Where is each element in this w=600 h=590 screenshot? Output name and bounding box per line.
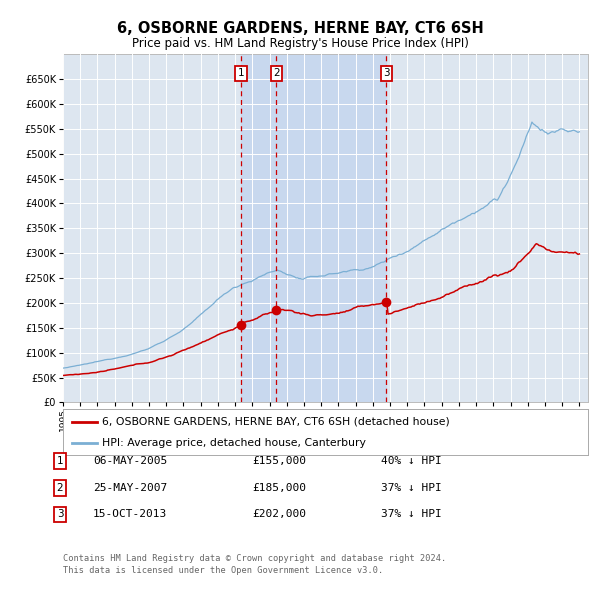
Text: £185,000: £185,000 (252, 483, 306, 493)
Text: Contains HM Land Registry data © Crown copyright and database right 2024.
This d: Contains HM Land Registry data © Crown c… (63, 555, 446, 575)
Text: 06-MAY-2005: 06-MAY-2005 (93, 457, 167, 466)
Text: £155,000: £155,000 (252, 457, 306, 466)
Text: 3: 3 (383, 68, 390, 78)
Text: 1: 1 (56, 457, 64, 466)
Text: 6, OSBORNE GARDENS, HERNE BAY, CT6 6SH (detached house): 6, OSBORNE GARDENS, HERNE BAY, CT6 6SH (… (103, 417, 450, 427)
Text: HPI: Average price, detached house, Canterbury: HPI: Average price, detached house, Cant… (103, 438, 366, 448)
Bar (241, 54, 386, 402)
Text: 37% ↓ HPI: 37% ↓ HPI (381, 483, 442, 493)
Text: 1: 1 (238, 68, 244, 78)
Text: Price paid vs. HM Land Registry's House Price Index (HPI): Price paid vs. HM Land Registry's House … (131, 37, 469, 50)
Text: 15-OCT-2013: 15-OCT-2013 (93, 510, 167, 519)
Text: 40% ↓ HPI: 40% ↓ HPI (381, 457, 442, 466)
Text: 2: 2 (56, 483, 64, 493)
Text: 2: 2 (273, 68, 280, 78)
Text: 37% ↓ HPI: 37% ↓ HPI (381, 510, 442, 519)
Text: 3: 3 (56, 510, 64, 519)
Text: 25-MAY-2007: 25-MAY-2007 (93, 483, 167, 493)
Text: £202,000: £202,000 (252, 510, 306, 519)
Text: 6, OSBORNE GARDENS, HERNE BAY, CT6 6SH: 6, OSBORNE GARDENS, HERNE BAY, CT6 6SH (116, 21, 484, 35)
